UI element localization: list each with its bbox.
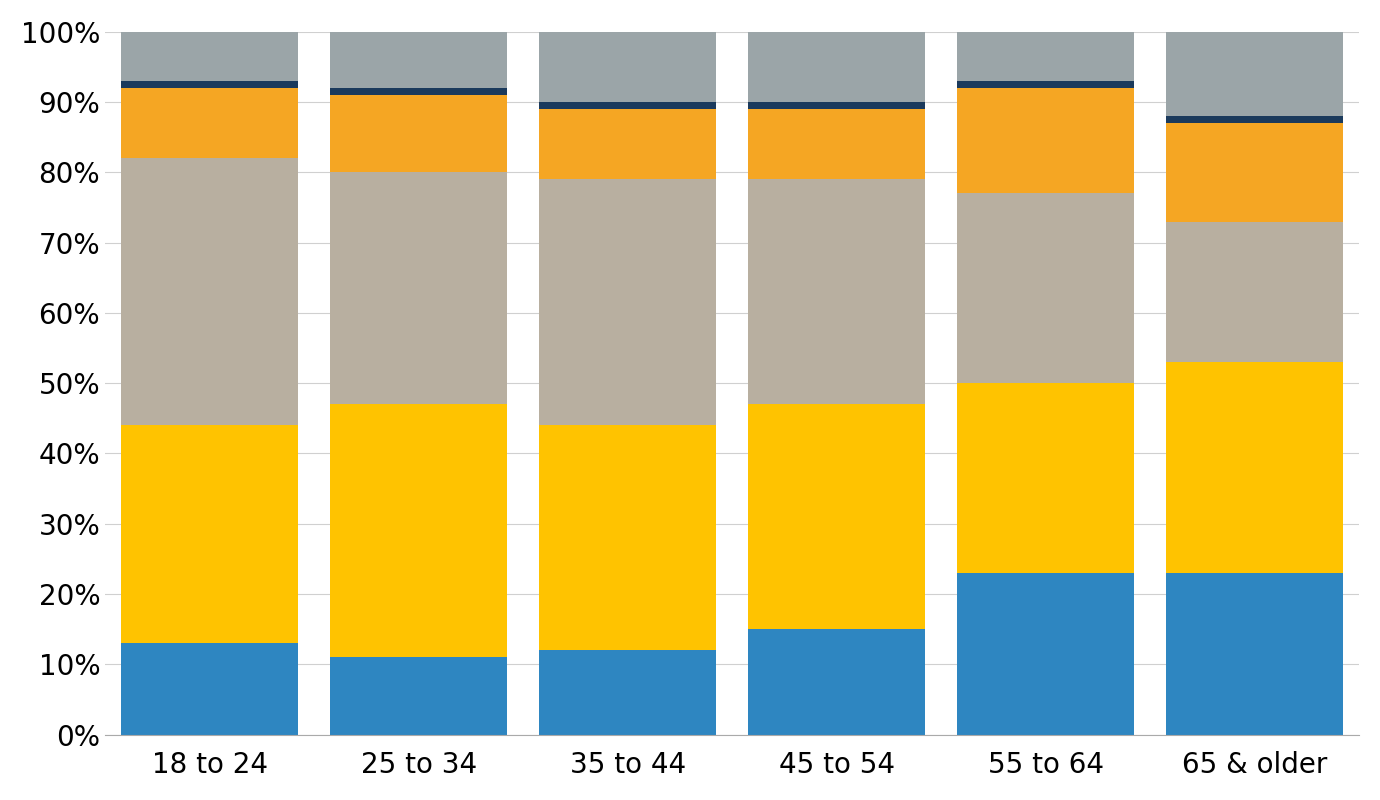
Bar [956, 88, 1134, 194]
Bar [120, 32, 298, 81]
Bar [1166, 116, 1344, 123]
Bar [748, 404, 926, 629]
Bar [748, 109, 926, 179]
Bar [748, 179, 926, 404]
Bar [120, 158, 298, 426]
Bar [1166, 222, 1344, 362]
Bar [1166, 32, 1344, 116]
Bar [956, 81, 1134, 88]
Bar [538, 650, 716, 734]
Bar [956, 194, 1134, 383]
Bar [330, 404, 508, 658]
Bar [748, 32, 926, 102]
Bar [538, 102, 716, 109]
Bar [538, 179, 716, 426]
Bar [538, 32, 716, 102]
Bar [120, 426, 298, 643]
Bar [956, 573, 1134, 734]
Bar [330, 95, 508, 172]
Bar [120, 88, 298, 158]
Bar [330, 172, 508, 404]
Bar [538, 109, 716, 179]
Bar [538, 426, 716, 650]
Bar [330, 32, 508, 88]
Bar [330, 658, 508, 734]
Bar [120, 81, 298, 88]
Bar [330, 88, 508, 95]
Bar [956, 32, 1134, 81]
Bar [1166, 123, 1344, 222]
Bar [1166, 362, 1344, 573]
Bar [1166, 573, 1344, 734]
Bar [748, 629, 926, 734]
Bar [956, 383, 1134, 573]
Bar [748, 102, 926, 109]
Bar [120, 643, 298, 734]
